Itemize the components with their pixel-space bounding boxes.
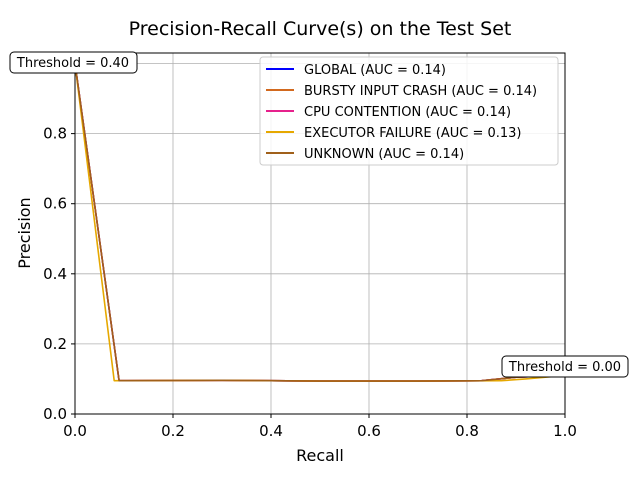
threshold-annotations: Threshold = 0.40 Threshold = 0.00	[9, 51, 629, 378]
y-tick-label: 0.4	[43, 265, 67, 283]
legend-label: CPU CONTENTION (AUC = 0.14)	[304, 105, 511, 120]
x-tick-label: 1.0	[553, 422, 577, 440]
legend-label: BURSTY INPUT CRASH (AUC = 0.14)	[304, 84, 537, 99]
y-tick-label: 0.2	[43, 335, 67, 353]
legend: GLOBAL (AUC = 0.14) BURSTY INPUT CRASH (A…	[259, 56, 559, 166]
threshold-annotation-end: Threshold = 0.00	[501, 355, 629, 378]
annotation-box	[9, 51, 138, 74]
legend-label: UNKNOWN (AUC = 0.14)	[304, 147, 464, 162]
x-tick-label: 0.6	[357, 422, 381, 440]
x-tick-label: 0.8	[455, 422, 479, 440]
annotation-label: Threshold = 0.40	[16, 56, 129, 71]
y-tick-label: 0.0	[43, 405, 67, 423]
legend-items: GLOBAL (AUC = 0.14) BURSTY INPUT CRASH (A…	[266, 63, 537, 162]
plot-frame	[74, 52, 566, 415]
x-axis-ticks: 0.0 0.2 0.4 0.6 0.8 1.0	[63, 414, 577, 440]
annotation-box	[501, 355, 629, 378]
chart-title: Precision-Recall Curve(s) on the Test Se…	[129, 18, 512, 40]
x-tick-label: 0.4	[259, 422, 283, 440]
y-axis-label: Precision	[15, 197, 34, 268]
y-tick-label: 0.6	[43, 195, 67, 213]
annotation-label: Threshold = 0.00	[508, 360, 621, 375]
legend-label: EXECUTOR FAILURE (AUC = 0.13)	[304, 126, 522, 141]
y-tick-label: 0.8	[43, 125, 67, 143]
x-tick-label: 0.2	[161, 422, 185, 440]
x-tick-label: 0.0	[63, 422, 87, 440]
legend-label: GLOBAL (AUC = 0.14)	[304, 63, 446, 78]
legend-box	[259, 56, 559, 166]
x-axis-label: Recall	[296, 446, 344, 465]
y-axis-ticks: 0.0 0.2 0.4 0.6 0.8	[43, 125, 75, 423]
threshold-annotation-start: Threshold = 0.40	[9, 51, 138, 74]
